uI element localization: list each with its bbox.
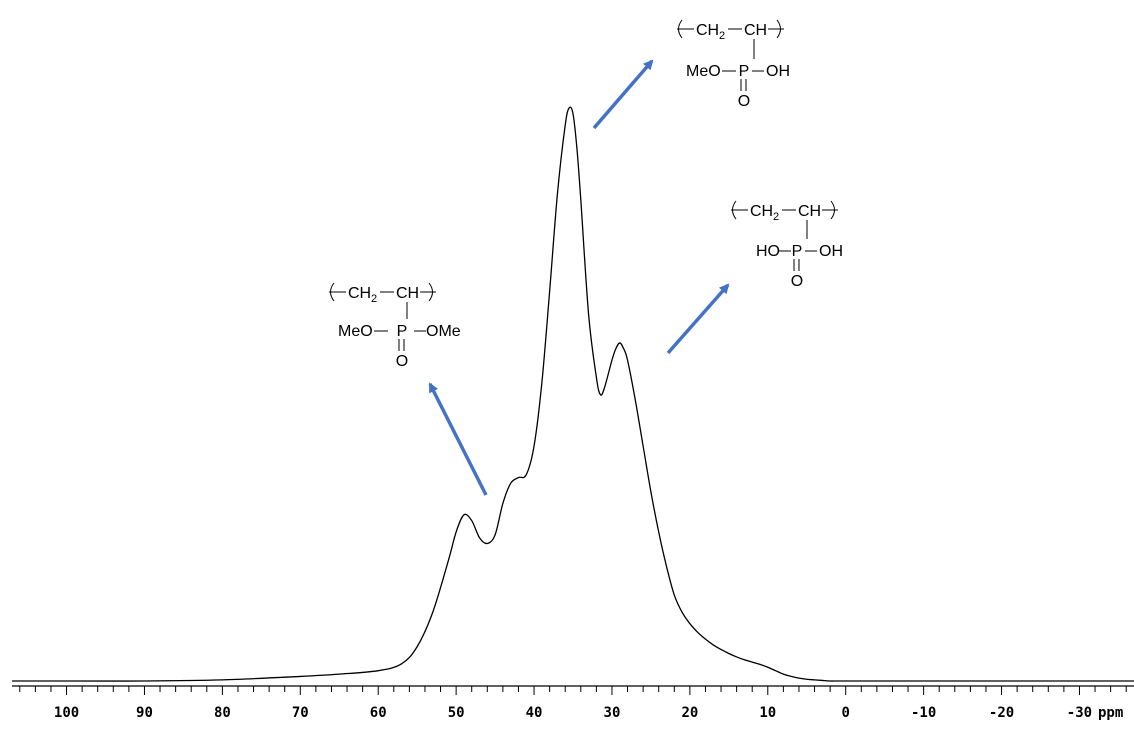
x-tick-label: 20: [681, 705, 698, 721]
arrow-monomethyl: [592, 59, 654, 130]
subst-left: MeO: [338, 323, 373, 340]
x-tick-label: 80: [214, 705, 231, 721]
series-layer: [11, 106, 1134, 682]
spectrum-line: [11, 106, 1134, 682]
backbone-sub-1: 2: [773, 211, 779, 223]
oxo: O: [738, 93, 750, 110]
oxo: O: [396, 353, 408, 370]
x-tick-label: 50: [448, 705, 465, 721]
backbone-ch-1: CH: [696, 22, 719, 39]
subst-right: OH: [766, 63, 790, 80]
arrow-dimethyl: [428, 382, 488, 496]
x-tick-label: 60: [370, 705, 387, 721]
x-axis-unit-label: ppm: [1098, 705, 1123, 721]
x-tick-label: 10: [759, 705, 776, 721]
structure-monomethyl: CH 2 CH MeO P OH O: [677, 19, 790, 110]
subst-p: P: [792, 243, 803, 260]
subst-left: HO: [756, 243, 780, 260]
x-tick-label: 70: [292, 705, 309, 721]
structure-dimethyl: CH 2 CH MeO P OMe O: [329, 282, 461, 370]
x-axis-ticks: [19, 686, 1127, 695]
bracket-right: [776, 19, 781, 39]
backbone-ch-1: CH: [750, 203, 773, 220]
x-tick-label: 90: [136, 705, 153, 721]
subst-right: OMe: [426, 323, 461, 340]
bracket-right: [830, 200, 835, 220]
x-tick-label: 30: [604, 705, 621, 721]
bracket-right: [428, 282, 433, 302]
backbone-sub-1: 2: [719, 30, 725, 42]
subst-p: P: [739, 63, 750, 80]
backbone-ch-2: CH: [744, 22, 767, 39]
annotation-arrows: [428, 59, 730, 496]
x-tick-label: 100: [54, 705, 79, 721]
subst-left: MeO: [686, 63, 721, 80]
backbone-sub-1: 2: [371, 293, 377, 305]
arrow-acid: [666, 283, 730, 355]
oxo: O: [791, 273, 803, 290]
x-tick-label: -30: [1067, 705, 1092, 721]
backbone-ch-1: CH: [348, 285, 371, 302]
x-axis-tick-labels: 100 90 80 70 60 50 40 30 20 10 0 -10 -20 -30 ppm: [54, 705, 1123, 721]
backbone-ch-2: CH: [798, 203, 821, 220]
subst-right: OH: [819, 243, 843, 260]
structure-acid: CH 2 CH HO P OH O: [731, 200, 843, 290]
x-tick-label: -20: [989, 705, 1014, 721]
x-tick-label: 40: [526, 705, 543, 721]
x-tick-label: -10: [911, 705, 936, 721]
subst-p: P: [397, 323, 408, 340]
backbone-ch-2: CH: [396, 285, 419, 302]
x-tick-label: 0: [841, 705, 849, 721]
